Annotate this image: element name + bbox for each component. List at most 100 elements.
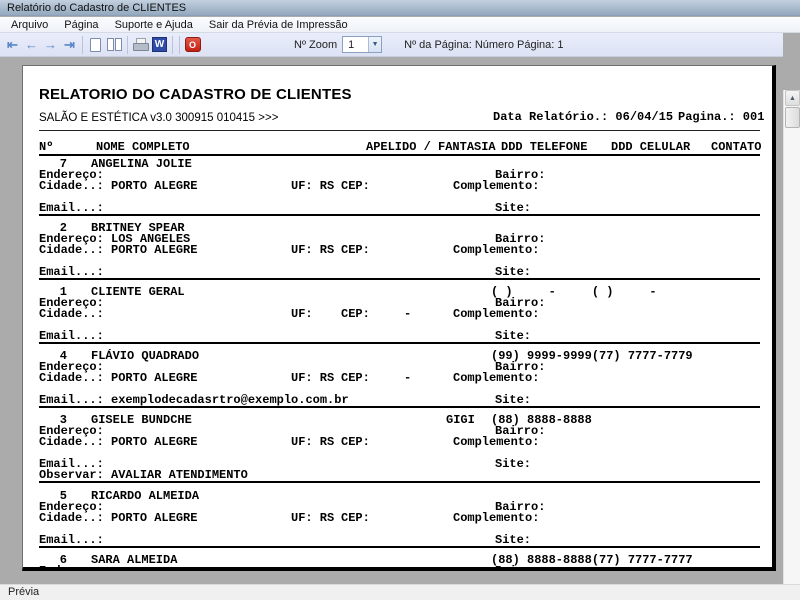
menu-item-suporte[interactable]: Suporte e Ajuda xyxy=(114,18,193,31)
record-text: UF: RS xyxy=(291,371,335,385)
record-text: CEP: xyxy=(341,511,370,525)
column-header-contato: CONTATO xyxy=(711,140,762,154)
record-text: Site: xyxy=(495,393,532,407)
two-page-icon xyxy=(107,38,122,51)
record-text: BRITNEY SPEAR xyxy=(91,221,185,235)
first-page-icon: ⇤ xyxy=(7,37,18,52)
record-text: Site: xyxy=(495,329,532,343)
record-text: CEP: xyxy=(341,435,370,449)
records-list: 7 ANGELINA JOLIE Endereço: Bairro: Cidade..:… xyxy=(23,66,772,567)
first-page-button[interactable]: ⇤ xyxy=(3,35,22,54)
record-text: Site: xyxy=(495,265,532,279)
page-info-label: Nº da Página: Número Página: 1 xyxy=(404,38,564,51)
record-divider xyxy=(39,481,760,483)
menu-item-sair-previa[interactable]: Sair da Prévia de Impressão xyxy=(208,18,348,31)
previous-page-button[interactable]: ← xyxy=(22,35,41,54)
record-text: Complemento: xyxy=(453,511,540,525)
record-divider xyxy=(39,406,760,408)
record-text: (88) 8888-8888(77) 7777-7777 xyxy=(491,553,693,567)
last-page-button[interactable]: ⇥ xyxy=(60,35,79,54)
export-word-button[interactable]: W xyxy=(150,35,169,54)
record-text: Observar: AVALIAR ATENDIMENTO xyxy=(39,468,248,482)
record-text: Bairro: xyxy=(495,232,546,246)
column-header-nome: NOME COMPLETO xyxy=(96,140,190,154)
next-page-button[interactable]: → xyxy=(41,35,60,54)
record-text: Cidade..: PORTO ALEGRE xyxy=(39,435,198,449)
record-text: UF: RS xyxy=(291,243,335,257)
record-text: 7 xyxy=(59,157,67,171)
scroll-up-button[interactable]: ▲ xyxy=(785,90,800,106)
record-text: Endereço: xyxy=(39,564,104,571)
record-text: Complemento: xyxy=(453,435,540,449)
scrollbar-thumb[interactable] xyxy=(785,107,800,128)
record-text: Cidade..: xyxy=(39,307,104,321)
zoom-value: 1 xyxy=(348,38,355,51)
exit-preview-button[interactable]: O xyxy=(183,35,202,54)
zoom-label: Nº Zoom xyxy=(294,38,338,51)
word-icon: W xyxy=(152,37,167,52)
toolbar-separator xyxy=(172,35,173,54)
record-text: CEP: xyxy=(341,179,370,193)
last-page-icon: ⇥ xyxy=(64,37,75,52)
record-text: Endereço: xyxy=(39,424,104,438)
record-text: Cidade..: PORTO ALEGRE xyxy=(39,371,198,385)
record-text: RICARDO ALMEIDA xyxy=(91,489,200,503)
report-page-number: Pagina.: 001 xyxy=(678,110,765,124)
single-page-view-button[interactable] xyxy=(86,35,105,54)
record-text: Bairro: xyxy=(495,360,546,374)
record-text: (88) 8888-8888 xyxy=(491,413,592,427)
toolbar-separator xyxy=(179,35,180,54)
record-divider xyxy=(39,278,760,280)
menu-bar: Arquivo Página Suporte e Ajuda Sair da P… xyxy=(0,17,800,33)
record-text: - xyxy=(404,371,412,385)
record-text: (99) 9999-9999(77) 7777-7779 xyxy=(491,349,693,363)
record-text: Cidade..: PORTO ALEGRE xyxy=(39,179,198,193)
record-text: UF: RS xyxy=(291,179,335,193)
record-text: Bairro: xyxy=(495,564,546,571)
print-button[interactable] xyxy=(131,35,150,54)
status-label: Prévia xyxy=(8,586,40,598)
record-text: Complemento: xyxy=(453,307,540,321)
vertical-scrollbar[interactable]: ▲ ▼ xyxy=(783,90,800,600)
record-text: 3 xyxy=(59,413,67,427)
record-text: Endereço: xyxy=(39,296,104,310)
printer-icon xyxy=(132,38,149,51)
report-page: RELATORIO DO CADASTRO DE CLIENTES SALÃO … xyxy=(22,65,776,571)
record-text: 2 xyxy=(59,221,67,235)
record-text: Bairro: xyxy=(495,500,546,514)
window-title: Relatório do Cadastro de CLIENTES xyxy=(7,2,187,14)
record-text: ANGELINA JOLIE xyxy=(91,157,192,171)
report-title: RELATORIO DO CADASTRO DE CLIENTES xyxy=(39,86,352,103)
menu-item-arquivo[interactable]: Arquivo xyxy=(11,18,49,31)
report-subtitle: SALÃO E ESTÉTICA v3.0 300915 010415 >>> xyxy=(39,112,279,124)
record-text: GISELE BUNDCHE xyxy=(91,413,192,427)
menu-item-pagina[interactable]: Página xyxy=(64,18,99,31)
record-divider xyxy=(39,214,760,216)
two-page-view-button[interactable] xyxy=(105,35,124,54)
record-text: Email...: xyxy=(39,457,104,471)
record-text: Endereço: xyxy=(39,168,104,182)
record-text: Email...: xyxy=(39,201,104,215)
record-text: Cidade..: PORTO ALEGRE xyxy=(39,243,198,257)
header-divider xyxy=(39,130,760,131)
zoom-select[interactable]: 1 ▼ xyxy=(342,36,383,53)
toolbar: ⇤ ← → ⇥ W O Nº Zoom 1 ▼ xyxy=(0,33,783,57)
preview-area: RELATORIO DO CADASTRO DE CLIENTES SALÃO … xyxy=(0,57,800,600)
column-header-telefone: DDD TELEFONE xyxy=(501,140,588,154)
column-header-underline xyxy=(39,154,760,156)
record-text: Endereço: LOS ANGELES xyxy=(39,232,191,246)
record-text: Endereço: xyxy=(39,360,104,374)
exit-preview-icon: O xyxy=(184,37,201,52)
record-text: Complemento: xyxy=(453,179,540,193)
single-page-icon xyxy=(90,37,101,52)
report-date: Data Relatório.: 06/04/15 xyxy=(493,110,674,124)
toolbar-separator xyxy=(127,35,128,54)
record-text: CEP: xyxy=(341,371,370,385)
record-text: SARA ALMEIDA xyxy=(91,553,178,567)
record-text: 1 xyxy=(59,285,67,299)
chevron-down-icon: ▼ xyxy=(368,37,382,52)
record-text: Email...: xyxy=(39,329,104,343)
record-text: 6 xyxy=(59,553,67,567)
record-text: Site: xyxy=(495,457,532,471)
